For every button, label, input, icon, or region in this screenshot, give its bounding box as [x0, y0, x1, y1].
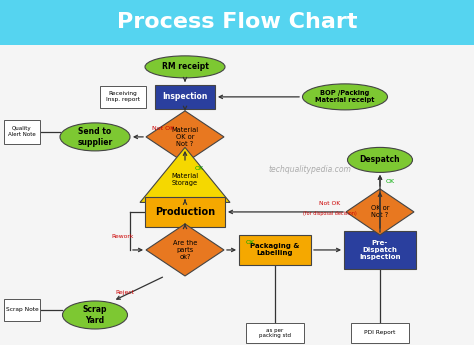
- FancyBboxPatch shape: [246, 323, 304, 343]
- Ellipse shape: [63, 301, 128, 329]
- FancyBboxPatch shape: [4, 120, 40, 144]
- Text: Pre-
Dispatch
Inspection: Pre- Dispatch Inspection: [359, 240, 401, 260]
- Text: techqualitypedia.com: techqualitypedia.com: [269, 165, 351, 175]
- Text: BOP /Packing
Material receipt: BOP /Packing Material receipt: [315, 90, 374, 104]
- Polygon shape: [346, 189, 414, 235]
- Text: OK: OK: [194, 166, 203, 171]
- Text: OK: OK: [246, 240, 255, 245]
- FancyBboxPatch shape: [239, 235, 311, 265]
- Text: Rework: Rework: [112, 235, 134, 239]
- Text: Send to
supplier: Send to supplier: [77, 127, 113, 147]
- FancyBboxPatch shape: [4, 299, 40, 321]
- Ellipse shape: [347, 147, 412, 172]
- FancyBboxPatch shape: [100, 86, 146, 108]
- Text: (for disposal decision): (for disposal decision): [303, 211, 357, 216]
- Text: Are the
parts
ok?: Are the parts ok?: [173, 240, 197, 260]
- Ellipse shape: [145, 56, 225, 78]
- Polygon shape: [146, 224, 224, 276]
- Text: Receiving
Insp. report: Receiving Insp. report: [106, 91, 140, 102]
- FancyBboxPatch shape: [351, 323, 409, 343]
- Text: as per
packing std: as per packing std: [259, 328, 291, 338]
- Ellipse shape: [302, 84, 388, 110]
- Text: Process Flow Chart: Process Flow Chart: [117, 12, 357, 32]
- Text: RM receipt: RM receipt: [162, 62, 209, 71]
- FancyBboxPatch shape: [344, 231, 416, 269]
- Text: Material
Storage: Material Storage: [172, 173, 199, 186]
- Text: Inspection: Inspection: [162, 92, 208, 101]
- Ellipse shape: [60, 123, 130, 151]
- Text: Production: Production: [155, 207, 215, 217]
- FancyBboxPatch shape: [155, 85, 215, 109]
- Text: Reject: Reject: [116, 290, 135, 295]
- Text: Scrap
Yard: Scrap Yard: [83, 305, 107, 325]
- Text: Material
OK or
Not ?: Material OK or Not ?: [172, 127, 199, 147]
- Text: Scrap Note: Scrap Note: [6, 307, 38, 313]
- FancyBboxPatch shape: [145, 197, 225, 227]
- Text: PDI Report: PDI Report: [365, 331, 396, 335]
- Polygon shape: [140, 147, 230, 203]
- Polygon shape: [146, 111, 224, 163]
- Text: OK: OK: [385, 179, 394, 185]
- Text: OK or
Not ?: OK or Not ?: [371, 205, 389, 218]
- Text: Not OK: Not OK: [152, 126, 174, 131]
- Text: Quality
Alert Note: Quality Alert Note: [8, 127, 36, 137]
- Text: Not OK: Not OK: [319, 201, 341, 206]
- Text: Packaging &
Labelling: Packaging & Labelling: [250, 244, 300, 256]
- Text: Despatch: Despatch: [360, 155, 401, 165]
